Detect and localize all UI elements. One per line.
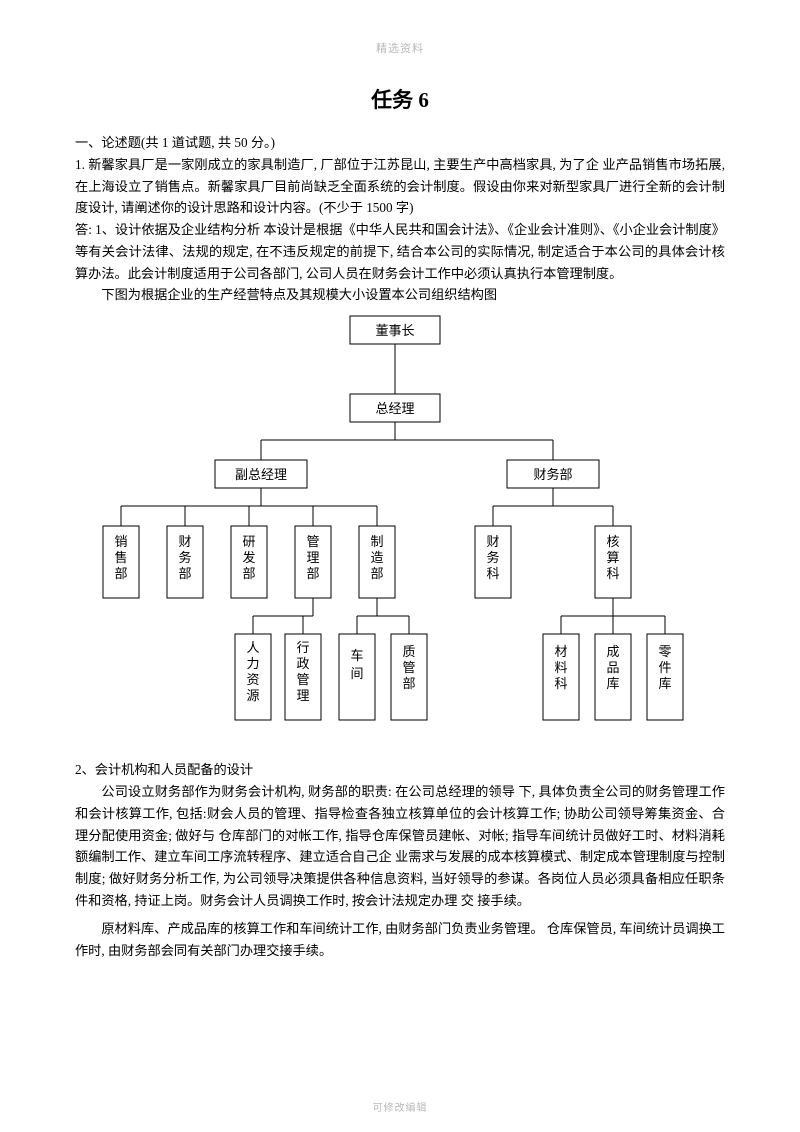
node-sales: 销售部 bbox=[114, 534, 127, 581]
node-chairman: 董事长 bbox=[375, 323, 414, 338]
section-2-heading: 2、会计机构和人员配备的设计 bbox=[75, 759, 725, 781]
node-rd: 研发部 bbox=[242, 534, 255, 581]
section-2-p2: 原材料库、产成品库的核算工作和车间统计工作, 由财务部门负责业务管理。 仓库保管… bbox=[75, 918, 725, 962]
section-2-p1: 公司设立财务部作为财务会计机构, 财务部的职责: 在公司总经理的领导 下, 具体… bbox=[75, 781, 725, 912]
org-chart-caption: 下图为根据企业的生产经营特点及其规模大小设置本公司组织结构图 bbox=[75, 284, 725, 306]
document-page: 精选资料 任务 6 一、论述题(共 1 道试题, 共 50 分。) 1. 新馨家… bbox=[0, 0, 800, 1132]
section-1-heading: 一、论述题(共 1 道试题, 共 50 分。) bbox=[75, 132, 725, 154]
page-title: 任务 6 bbox=[75, 84, 725, 114]
node-finance-dept: 财务部 bbox=[533, 467, 572, 482]
question-1-answer-p1: 答: 1、设计依据及企业结构分析 本设计是根据《中华人民共和国会计法》、《企业会… bbox=[75, 219, 725, 284]
node-mgmt: 管理部 bbox=[306, 534, 319, 581]
org-chart: 董事长 总经理 副总经理 财务部 bbox=[75, 312, 715, 742]
node-deputy-gm: 副总经理 bbox=[235, 467, 287, 482]
node-qc: 质管部 bbox=[402, 644, 415, 691]
node-gm: 总经理 bbox=[375, 401, 414, 416]
node-finance-sub: 财务部 bbox=[178, 534, 191, 581]
node-accounting-section: 核算科 bbox=[606, 534, 619, 581]
node-hr: 人力资源 bbox=[246, 640, 259, 703]
question-1-prompt: 1. 新馨家具厂是一家刚成立的家具制造厂, 厂部位于江苏昆山, 主要生产中高档家… bbox=[75, 154, 725, 219]
node-material: 材料科 bbox=[554, 644, 567, 691]
node-parts: 零件库 bbox=[658, 644, 671, 691]
node-admin: 行政管理 bbox=[296, 640, 309, 703]
page-header-label: 精选资料 bbox=[75, 40, 725, 56]
node-finance-section: 财务科 bbox=[486, 534, 499, 581]
node-mfg: 制造部 bbox=[370, 534, 383, 581]
page-footer-label: 可修改编辑 bbox=[0, 1099, 800, 1114]
node-finished-goods: 成品库 bbox=[606, 644, 619, 691]
